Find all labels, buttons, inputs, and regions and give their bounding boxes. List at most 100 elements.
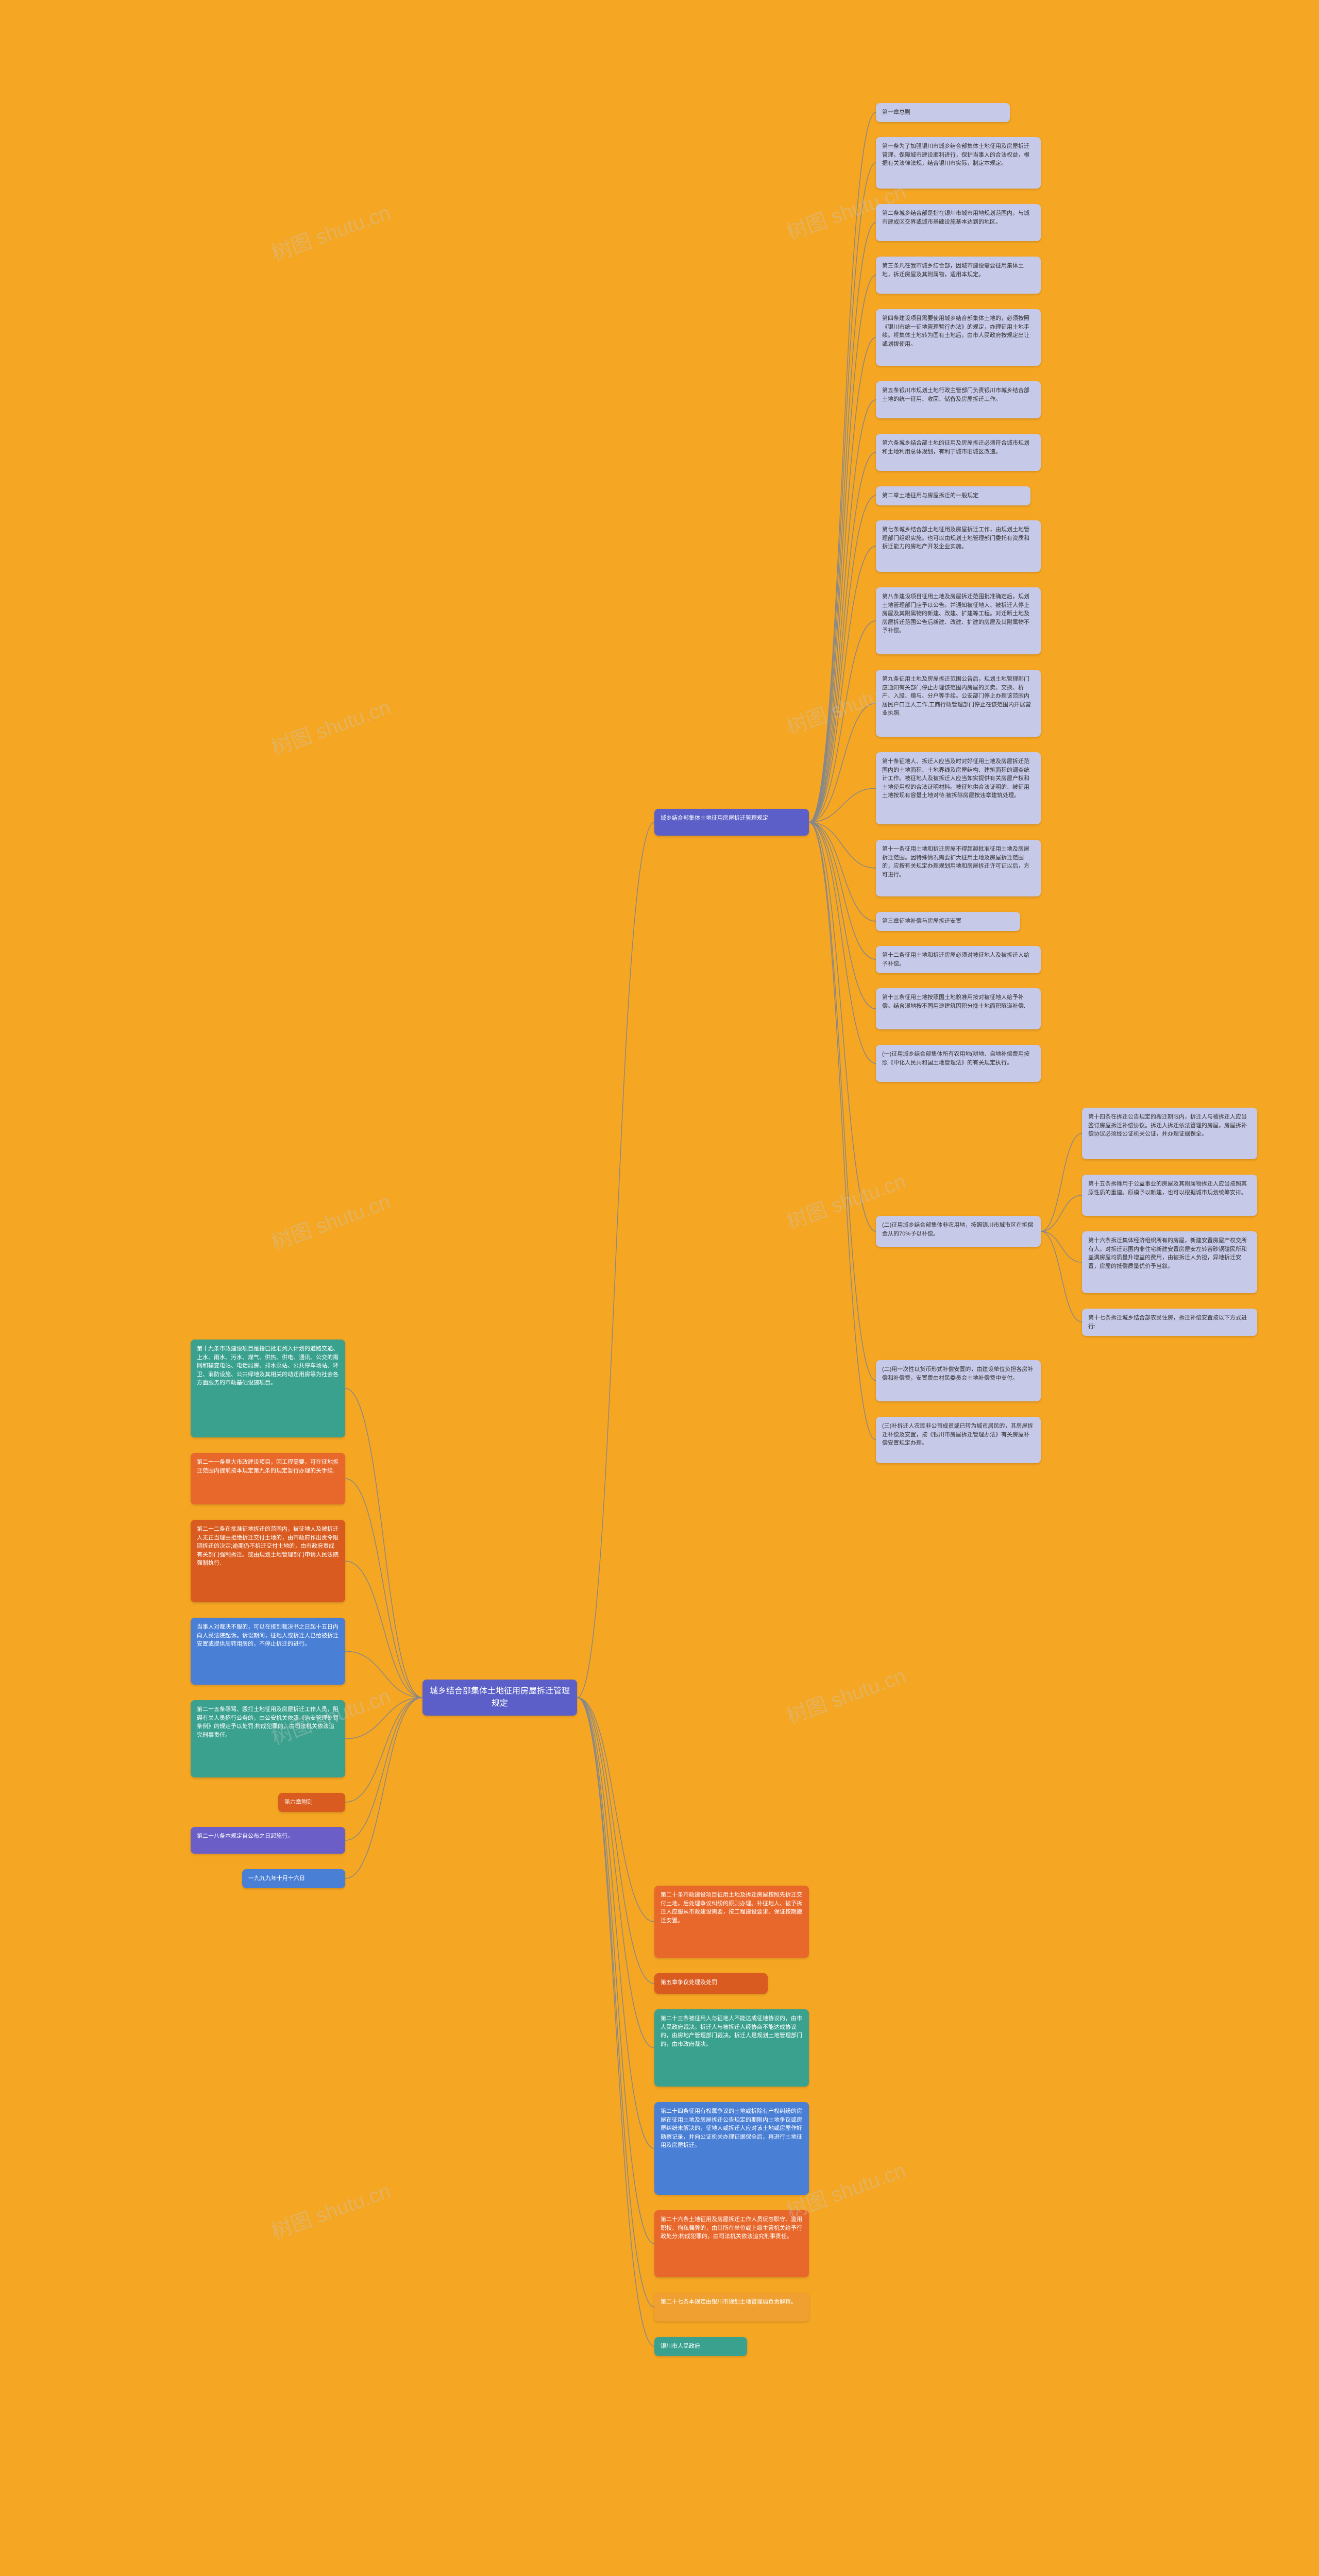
mindmap-node[interactable]: 第二十七条本规定由银川市规划土地管理局负责解释。 — [654, 2293, 809, 2321]
root-node[interactable]: 城乡结合部集体土地征用房屋拆迁管理规定 — [422, 1680, 577, 1716]
root-label: 城乡结合部集体土地征用房屋拆迁管理规定 — [429, 1685, 571, 1710]
connector — [809, 822, 876, 1440]
watermark: 树图 shutu.cn — [266, 2174, 394, 2245]
mindmap-node[interactable]: 第五条银川市规划土地行政主管部门负责银川市城乡结合部土地的统一征用、收回、储备及… — [876, 381, 1041, 418]
node-label: (一)征用城乡结合部集体所有农用地(耕地、自地补偿费用按照《中化人民共和国土地管… — [882, 1051, 1029, 1066]
node-label: 第十九条市政建设项目是指已批准列入计划的道路交通、上水、雨水、污水、煤气、供热、… — [197, 1346, 339, 1386]
connector — [577, 822, 654, 1698]
node-label: 第十六条拆迁集体经济组织所有的房屋，新建安置房屋产权交所有人。对拆迁范围内非住宅… — [1088, 1238, 1247, 1269]
connector — [809, 621, 876, 822]
mindmap-node[interactable]: (一)征用城乡结合部集体所有农用地(耕地、自地补偿费用按照《中化人民共和国土地管… — [876, 1045, 1041, 1082]
connector — [345, 1698, 422, 1802]
mindmap-node[interactable]: 第十三条征用土地按照国土地貌准用按对被征地人给予补偿。结含湿地按不同用途建筑因积… — [876, 988, 1041, 1029]
mindmap-node[interactable]: 第十五条拆除用于公益事业的房屋及其附属物拆迁人应当按照其原性质的重建。原模予以新… — [1082, 1175, 1257, 1216]
mindmap-node[interactable]: 第二十一条重大市政建设项目，因工程需要，可在征地拆迁范围内提前按本规定第九条的规… — [191, 1453, 345, 1504]
connector — [809, 822, 876, 1009]
node-label: 第十七条拆迁城乡结合部农民住房，拆迁补偿安置按以下方式进行: — [1088, 1315, 1247, 1330]
mindmap-node[interactable]: 当事人对裁决不服的，可以在接到裁决书之日起十五日内向人民法院起诉。诉讼期间，征地… — [191, 1618, 345, 1685]
mindmap-node[interactable]: 第十九条市政建设项目是指已批准列入计划的道路交通、上水、雨水、污水、煤气、供热、… — [191, 1340, 345, 1437]
connector — [1041, 1133, 1082, 1231]
mindmap-node[interactable]: 第二条城乡结合部是指在银川市城市用地规划范围内，与城市建成区交界或城市基础设施基… — [876, 204, 1041, 241]
connector — [809, 452, 876, 822]
node-label: 第二十一条重大市政建设项目，因工程需要，可在征地拆迁范围内提前按本规定第九条的规… — [197, 1459, 339, 1474]
mindmap-node[interactable]: 第二十条市政建设项目征用土地及拆迁房屋按照先拆迁交付土地，后处理争议纠纷的原则办… — [654, 1886, 809, 1958]
connector — [345, 1698, 422, 1878]
node-label: 第十五条拆除用于公益事业的房屋及其附属物拆迁人应当按照其原性质的重建。原模予以新… — [1088, 1181, 1247, 1196]
mindmap-node[interactable]: 一九九九年十月十六日 — [242, 1869, 345, 1888]
node-label: 第二十二条在批准征地拆迁的范围内，被征地人及被拆迁人无正当理由拒绝拆迁交付土地的… — [197, 1526, 339, 1566]
mindmap-node[interactable]: 第二十八条本规定自公布之日起施行。 — [191, 1827, 345, 1854]
connector — [809, 112, 876, 822]
connector — [577, 1698, 654, 1922]
mindmap-node[interactable]: (二)征用城乡结合部集体非农用地，按照银川市城市区在拆偿金从的70%予以补偿。 — [876, 1216, 1041, 1247]
connector — [809, 822, 876, 1231]
node-label: 第十二条征用土地和拆迁房屋必须对被征地人及被拆迁人给予补偿。 — [882, 952, 1029, 967]
connector — [809, 822, 876, 1381]
mindmap-node[interactable]: 第二章土地征用与房屋拆迁的一般规定 — [876, 486, 1030, 505]
mindmap-node[interactable]: 第二十二条在批准征地拆迁的范围内，被征地人及被拆迁人无正当理由拒绝拆迁交付土地的… — [191, 1520, 345, 1602]
mindmap-node[interactable]: 第十四条在拆迁公告规定的搬迁期限内，拆迁人与被拆迁人应当签订房屋拆迁补偿协议。拆… — [1082, 1108, 1257, 1159]
mindmap-node[interactable]: 第十六条拆迁集体经济组织所有的房屋，新建安置房屋产权交所有人。对拆迁范围内非住宅… — [1082, 1231, 1257, 1293]
node-label: 第十条征地人、拆迁人应当及时对好征用土地及房屋拆迁范围内的土地面积、土地界线及房… — [882, 758, 1029, 799]
mindmap-node[interactable]: 第二十五条辱骂、殴打土地征用及房屋拆迁工作人员，阻碍有关人员招行公务的，由公安机… — [191, 1700, 345, 1777]
mindmap-node[interactable]: 第二十三条被征用人与征地人不能达成征地协议的，由市人民政府裁决。拆迁人与被拆迁人… — [654, 2009, 809, 2087]
node-label: 第六章附则 — [284, 1799, 313, 1805]
connector — [809, 546, 876, 822]
node-label: 第二十五条辱骂、殴打土地征用及房屋拆迁工作人员，阻碍有关人员招行公务的，由公安机… — [197, 1706, 339, 1738]
mindmap-node[interactable]: 第六章附则 — [278, 1793, 345, 1812]
connector — [809, 496, 876, 822]
mindmap-node[interactable]: 第一条为了加强银川市城乡结合部集体土地征用及房屋拆迁管理，保障城市建设顺利进行，… — [876, 137, 1041, 189]
connector — [345, 1388, 422, 1698]
mindmap-node[interactable]: (三)补拆迁人农民非公司成员或已转为城市居民的，其房屋拆迁补偿及安置，按《银川市… — [876, 1417, 1041, 1463]
mindmap-node[interactable]: 银川市人民政府 — [654, 2337, 747, 2356]
mindmap-node[interactable]: 第二十四条征用有权属争议的土地或拆除有产权纠纷的房屋在征用土地及房屋拆迁公告规定… — [654, 2102, 809, 2195]
node-label: (三)补拆迁人农民非公司成员或已转为城市居民的，其房屋拆迁补偿及安置，按《银川市… — [882, 1423, 1033, 1446]
mindmap-node[interactable]: (二)用一次性以货币形式补偿安置的，由建设单位负担各房补偿和补偿费，安置费由村民… — [876, 1360, 1041, 1401]
connector — [809, 400, 876, 822]
connector — [809, 822, 876, 1063]
node-label: 第二十八条本规定自公布之日起施行。 — [197, 1833, 293, 1839]
node-label: 第十四条在拆迁公告规定的搬迁期限内，拆迁人与被拆迁人应当签订房屋拆迁补偿协议。拆… — [1088, 1114, 1247, 1137]
connector — [577, 1698, 654, 2307]
mindmap-node[interactable]: 第十条征地人、拆迁人应当及时对好征用土地及房屋拆迁范围内的土地面积、土地界线及房… — [876, 752, 1041, 824]
node-label: 第二章土地征用与房屋拆迁的一般规定 — [882, 493, 978, 499]
mindmap-node[interactable]: 第六条城乡结合部土地的征用及房屋拆迁必须符合城市规划和土地利用总体规划，有利于城… — [876, 434, 1041, 471]
connector — [809, 822, 876, 959]
connector — [1041, 1231, 1082, 1262]
connector — [1041, 1231, 1082, 1322]
mindmap-node[interactable]: 第八条建设项目征用土地及房屋拆迁范围批准确定后，规划土地管理部门应予以公告。并通… — [876, 587, 1041, 654]
mindmap-node[interactable]: 第十七条拆迁城乡结合部农民住房，拆迁补偿安置按以下方式进行: — [1082, 1309, 1257, 1336]
connector — [345, 1561, 422, 1698]
node-label: 第三条凡在我市城乡结合部，因城市建设需要征用集体土地，拆迁房屋及其附属物，适用本… — [882, 263, 1024, 278]
node-label: 城乡结合部集体土地征用房屋拆迁管理规定 — [661, 815, 768, 821]
node-label: 第八条建设项目征用土地及房屋拆迁范围批准确定后，规划土地管理部门应予以公告。并通… — [882, 594, 1029, 634]
node-label: 第十一条征用土地和拆迁房屋不得超越批准征用土地及房屋拆迁范围。因特殊情况需要扩大… — [882, 846, 1029, 878]
node-label: 银川市人民政府 — [661, 2343, 700, 2349]
node-label: 第一条为了加强银川市城乡结合部集体土地征用及房屋拆迁管理，保障城市建设顺利进行，… — [882, 143, 1029, 166]
connector — [809, 822, 876, 921]
node-label: 一九九九年十月十六日 — [248, 1875, 305, 1882]
connector — [577, 1698, 654, 2244]
node-label: 第六条城乡结合部土地的征用及房屋拆迁必须符合城市规划和土地利用总体规划，有利于城… — [882, 440, 1029, 455]
mindmap-node[interactable]: 第二十六条土地征用及房屋拆迁工作人员玩忽职守、滥用职权、徇私舞弊的，由其所在单位… — [654, 2210, 809, 2277]
connector — [809, 163, 876, 822]
connector — [345, 1479, 422, 1698]
connector — [809, 788, 876, 822]
mindmap-node[interactable]: 第五章争议处理及处罚 — [654, 1973, 768, 1994]
mindmap-node[interactable]: 第一章总则 — [876, 103, 1010, 122]
node-label: 第二十六条土地征用及房屋拆迁工作人员玩忽职守、滥用职权、徇私舞弊的，由其所在单位… — [661, 2216, 802, 2240]
mindmap-node[interactable]: 第十二条征用土地和拆迁房屋必须对被征地人及被拆迁人给予补偿。 — [876, 946, 1041, 973]
mindmap-node[interactable]: 第三条凡在我市城乡结合部，因城市建设需要征用集体土地，拆迁房屋及其附属物，适用本… — [876, 257, 1041, 294]
mindmap-node[interactable]: 第三章征地补偿与房屋拆迁安置 — [876, 912, 1020, 931]
watermark: 树图 shutu.cn — [266, 1185, 394, 1256]
mindmap-node[interactable]: 第七条城乡结合部土地征用及房屋拆迁工作，由规划土地管理部门组织实施。也可以由规划… — [876, 520, 1041, 572]
mindmap-node[interactable]: 城乡结合部集体土地征用房屋拆迁管理规定 — [654, 809, 809, 836]
mindmap-node[interactable]: 第十一条征用土地和拆迁房屋不得超越批准征用土地及房屋拆迁范围。因特殊情况需要扩大… — [876, 840, 1041, 896]
connector — [345, 1698, 422, 1739]
node-label: 第十三条征用土地按照国土地貌准用按对被征地人给予补偿。结含湿地按不同用途建筑因积… — [882, 994, 1025, 1009]
node-label: 第五条银川市规划土地行政主管部门负责银川市城乡结合部土地的统一征用、收回、储备及… — [882, 387, 1029, 402]
mindmap-node[interactable]: 第四条建设项目需要使用城乡结合部集体土地的，必须按照《银川市统一征地管理暂行办法… — [876, 309, 1041, 366]
mindmap-node[interactable]: 第九条征用土地及房屋拆迁范围公告后，规划土地管理部门应通知有关部门停止办理该范围… — [876, 670, 1041, 737]
node-label: 第四条建设项目需要使用城乡结合部集体土地的，必须按照《银川市统一征地管理暂行办法… — [882, 315, 1029, 347]
node-label: 当事人对裁决不服的，可以在接到裁决书之日起十五日内向人民法院起诉。诉讼期间，征地… — [197, 1624, 339, 1647]
